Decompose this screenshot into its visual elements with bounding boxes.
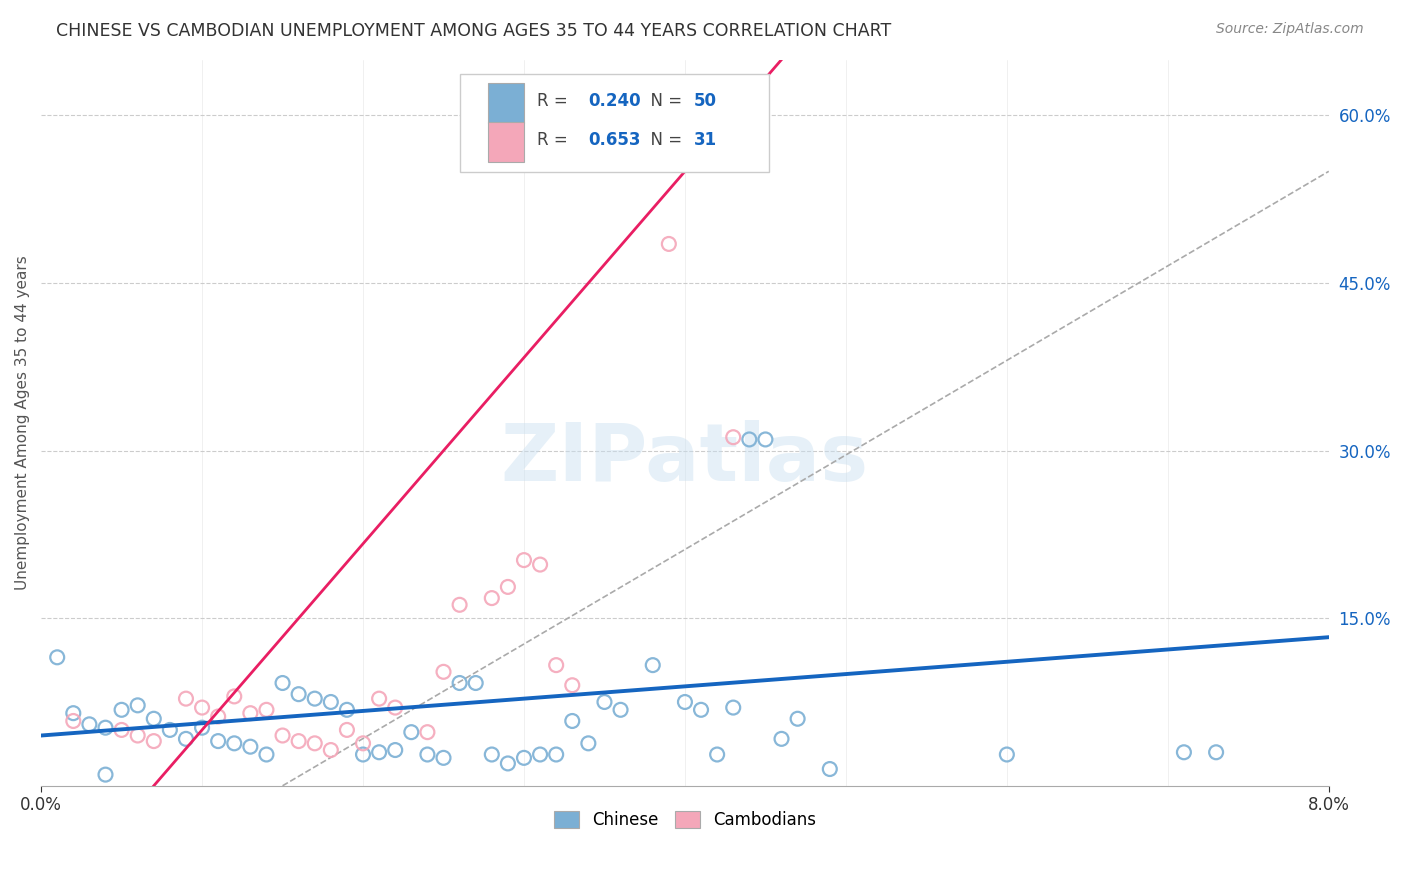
Point (609, 703, 631, 717)
Point (94, 767, 117, 781)
Point (110, 723, 132, 737)
Point (127, 698, 149, 713)
Point (79, 717, 101, 731)
Point (416, 725, 439, 739)
Point (464, 676, 486, 690)
Point (995, 747, 1018, 762)
Point (304, 736, 326, 750)
Text: R =: R = (537, 92, 572, 110)
Point (593, 695, 616, 709)
Point (368, 745, 391, 759)
Point (62, 714, 84, 728)
Point (256, 703, 278, 717)
Point (94, 721, 117, 735)
Point (786, 712, 808, 726)
Point (706, 747, 728, 762)
Point (62, 706, 84, 721)
Point (513, 553, 536, 567)
Point (449, 676, 471, 690)
Point (384, 700, 406, 714)
Point (336, 723, 359, 737)
Point (673, 695, 696, 709)
Point (319, 695, 342, 709)
Point (142, 734, 165, 748)
Y-axis label: Unemployment Among Ages 35 to 44 years: Unemployment Among Ages 35 to 44 years (15, 255, 30, 591)
Point (529, 747, 551, 762)
Point (271, 676, 294, 690)
Point (174, 731, 197, 746)
Point (449, 598, 471, 612)
Text: CHINESE VS CAMBODIAN UNEMPLOYMENT AMONG AGES 35 TO 44 YEARS CORRELATION CHART: CHINESE VS CAMBODIAN UNEMPLOYMENT AMONG … (56, 22, 891, 40)
Text: 0.240: 0.240 (588, 92, 641, 110)
Point (1173, 745, 1195, 759)
Point (336, 703, 359, 717)
Bar (488, 83, 524, 123)
Text: Source: ZipAtlas.com: Source: ZipAtlas.com (1216, 22, 1364, 37)
Point (319, 743, 342, 757)
Point (207, 709, 229, 723)
Point (110, 703, 132, 717)
Point (352, 736, 374, 750)
Point (546, 658, 568, 673)
Point (287, 687, 309, 701)
Point (224, 736, 246, 750)
Point (432, 665, 454, 679)
Point (481, 591, 503, 606)
Text: 0.653: 0.653 (588, 131, 641, 149)
Point (496, 580, 519, 594)
Text: 31: 31 (695, 131, 717, 149)
Point (384, 743, 406, 757)
Point (271, 729, 294, 743)
Text: N =: N = (640, 131, 682, 149)
Point (1205, 745, 1227, 759)
FancyBboxPatch shape (460, 74, 769, 172)
Point (401, 725, 423, 739)
Point (529, 558, 551, 572)
Text: 50: 50 (695, 92, 717, 110)
Point (416, 747, 439, 762)
Point (690, 703, 713, 717)
Point (239, 739, 262, 754)
Point (304, 691, 326, 706)
Point (641, 97, 664, 112)
Point (191, 721, 214, 735)
Point (561, 678, 583, 692)
Text: R =: R = (537, 131, 572, 149)
Point (224, 690, 246, 704)
Point (818, 762, 841, 776)
Point (159, 723, 181, 737)
Point (641, 658, 664, 673)
Point (561, 714, 583, 728)
Point (46, 650, 69, 665)
Legend: Chinese, Cambodians: Chinese, Cambodians (547, 804, 823, 836)
Point (754, 433, 776, 447)
Point (127, 729, 149, 743)
Point (658, 236, 681, 251)
Point (481, 747, 503, 762)
Point (513, 751, 536, 765)
Point (352, 747, 374, 762)
Text: N =: N = (640, 92, 682, 110)
Point (368, 691, 391, 706)
Point (496, 756, 519, 771)
Point (256, 747, 278, 762)
Point (690, 103, 713, 117)
Point (287, 734, 309, 748)
Point (546, 747, 568, 762)
Point (723, 700, 745, 714)
Point (770, 731, 793, 746)
Point (142, 712, 165, 726)
Point (723, 430, 745, 444)
Point (207, 734, 229, 748)
Bar (488, 122, 524, 162)
Point (576, 736, 599, 750)
Point (738, 433, 761, 447)
Point (239, 706, 262, 721)
Point (174, 691, 197, 706)
Point (191, 700, 214, 714)
Point (432, 751, 454, 765)
Text: ZIPatlas: ZIPatlas (501, 420, 869, 498)
